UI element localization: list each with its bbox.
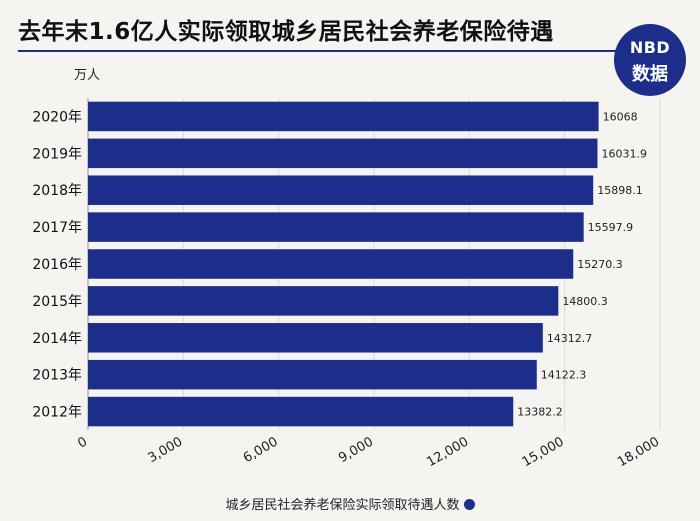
bar (88, 138, 598, 169)
y-tick-label: 2012年 (32, 405, 82, 421)
x-tick-label: 0 (75, 434, 90, 451)
bar (88, 396, 514, 427)
unit-label: 万人 (74, 68, 101, 83)
data-label: 15597.9 (588, 221, 634, 234)
x-tick-label: 3,000 (146, 434, 186, 466)
bar (88, 359, 537, 390)
x-tick-label: 18,000 (615, 434, 662, 470)
legend: 城乡居民社会养老保险实际领取待遇人数 (0, 494, 700, 513)
bar (88, 101, 599, 132)
data-label: 16068 (603, 110, 638, 123)
nbd-logo: NBD 数据 (614, 24, 686, 96)
chart-title: 去年末1.6亿人实际领取城乡居民社会养老保险待遇 (18, 19, 554, 45)
data-label: 14312.7 (547, 332, 593, 345)
legend-label: 城乡居民社会养老保险实际领取待遇人数 (225, 498, 460, 513)
y-tick-label: 2013年 (32, 368, 82, 384)
y-tick-label: 2020年 (32, 109, 82, 125)
title-underline (18, 50, 618, 52)
y-tick-label: 2014年 (32, 331, 82, 347)
data-label: 14122.3 (541, 369, 587, 382)
bar (88, 175, 594, 205)
x-tick-label: 15,000 (520, 434, 567, 470)
y-tick-label: 2018年 (32, 183, 82, 199)
y-tick-label: 2016年 (32, 257, 82, 273)
legend-swatch (463, 499, 475, 510)
x-tick-label: 12,000 (424, 434, 471, 470)
y-tick-label: 2017年 (32, 220, 82, 236)
bar (88, 249, 574, 279)
y-tick-label: 2019年 (32, 146, 82, 162)
data-label: 15270.3 (577, 258, 623, 271)
bar (88, 323, 543, 353)
y-tick-label: 2015年 (32, 294, 82, 310)
data-label: 14800.3 (562, 295, 608, 308)
logo-text-data: 数据 (632, 64, 668, 85)
bar (88, 212, 584, 242)
logo-text-nbd: NBD (629, 38, 671, 57)
bar (88, 286, 559, 316)
data-label: 13382.2 (517, 406, 563, 419)
x-tick-label: 9,000 (336, 434, 376, 466)
x-tick-label: 6,000 (241, 434, 281, 466)
data-label: 16031.9 (601, 147, 647, 160)
data-label: 15898.1 (597, 184, 643, 197)
